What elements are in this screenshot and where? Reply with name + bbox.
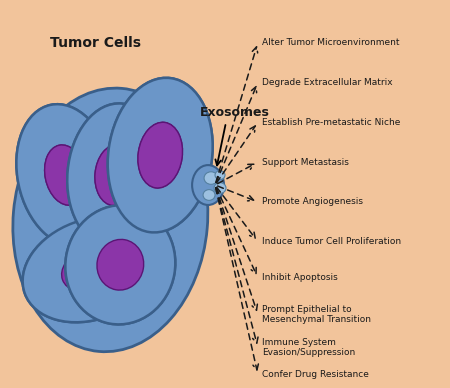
Ellipse shape bbox=[67, 104, 163, 247]
Text: Degrade Extracellular Matrix: Degrade Extracellular Matrix bbox=[262, 78, 392, 87]
Text: Tumor Cells: Tumor Cells bbox=[50, 36, 141, 50]
Ellipse shape bbox=[192, 165, 224, 205]
Ellipse shape bbox=[95, 145, 136, 206]
Ellipse shape bbox=[65, 205, 176, 324]
Ellipse shape bbox=[13, 88, 208, 352]
Ellipse shape bbox=[95, 145, 136, 206]
Text: Alter Tumor Microenvironment: Alter Tumor Microenvironment bbox=[262, 38, 400, 47]
Ellipse shape bbox=[215, 171, 225, 180]
Ellipse shape bbox=[138, 122, 183, 188]
Text: Confer Drug Resistance: Confer Drug Resistance bbox=[262, 370, 369, 379]
Text: Exosomes: Exosomes bbox=[200, 106, 270, 119]
Ellipse shape bbox=[204, 172, 218, 184]
Ellipse shape bbox=[16, 104, 115, 246]
Ellipse shape bbox=[45, 145, 86, 205]
Text: Promote Angiogenesis: Promote Angiogenesis bbox=[262, 197, 363, 206]
Text: Prompt Epithelial to
Mesenchymal Transition: Prompt Epithelial to Mesenchymal Transit… bbox=[262, 305, 371, 324]
Ellipse shape bbox=[22, 217, 158, 322]
Ellipse shape bbox=[97, 239, 144, 290]
Ellipse shape bbox=[16, 104, 115, 246]
Ellipse shape bbox=[138, 122, 183, 188]
Text: Support Metastasis: Support Metastasis bbox=[262, 158, 349, 166]
Ellipse shape bbox=[45, 145, 86, 205]
Text: Induce Tumor Cell Proliferation: Induce Tumor Cell Proliferation bbox=[262, 237, 401, 246]
Ellipse shape bbox=[108, 78, 213, 232]
Ellipse shape bbox=[214, 183, 226, 193]
Ellipse shape bbox=[67, 104, 163, 247]
Ellipse shape bbox=[65, 205, 176, 324]
Text: Establish Pre-metastatic Niche: Establish Pre-metastatic Niche bbox=[262, 118, 400, 127]
Ellipse shape bbox=[62, 248, 119, 292]
Ellipse shape bbox=[203, 190, 215, 200]
Text: Immune System
Evasion/Suppression: Immune System Evasion/Suppression bbox=[262, 338, 355, 357]
Ellipse shape bbox=[62, 248, 119, 292]
Text: Inhibit Apoptosis: Inhibit Apoptosis bbox=[262, 273, 338, 282]
Ellipse shape bbox=[108, 78, 213, 232]
Ellipse shape bbox=[97, 239, 144, 290]
Ellipse shape bbox=[22, 217, 158, 322]
